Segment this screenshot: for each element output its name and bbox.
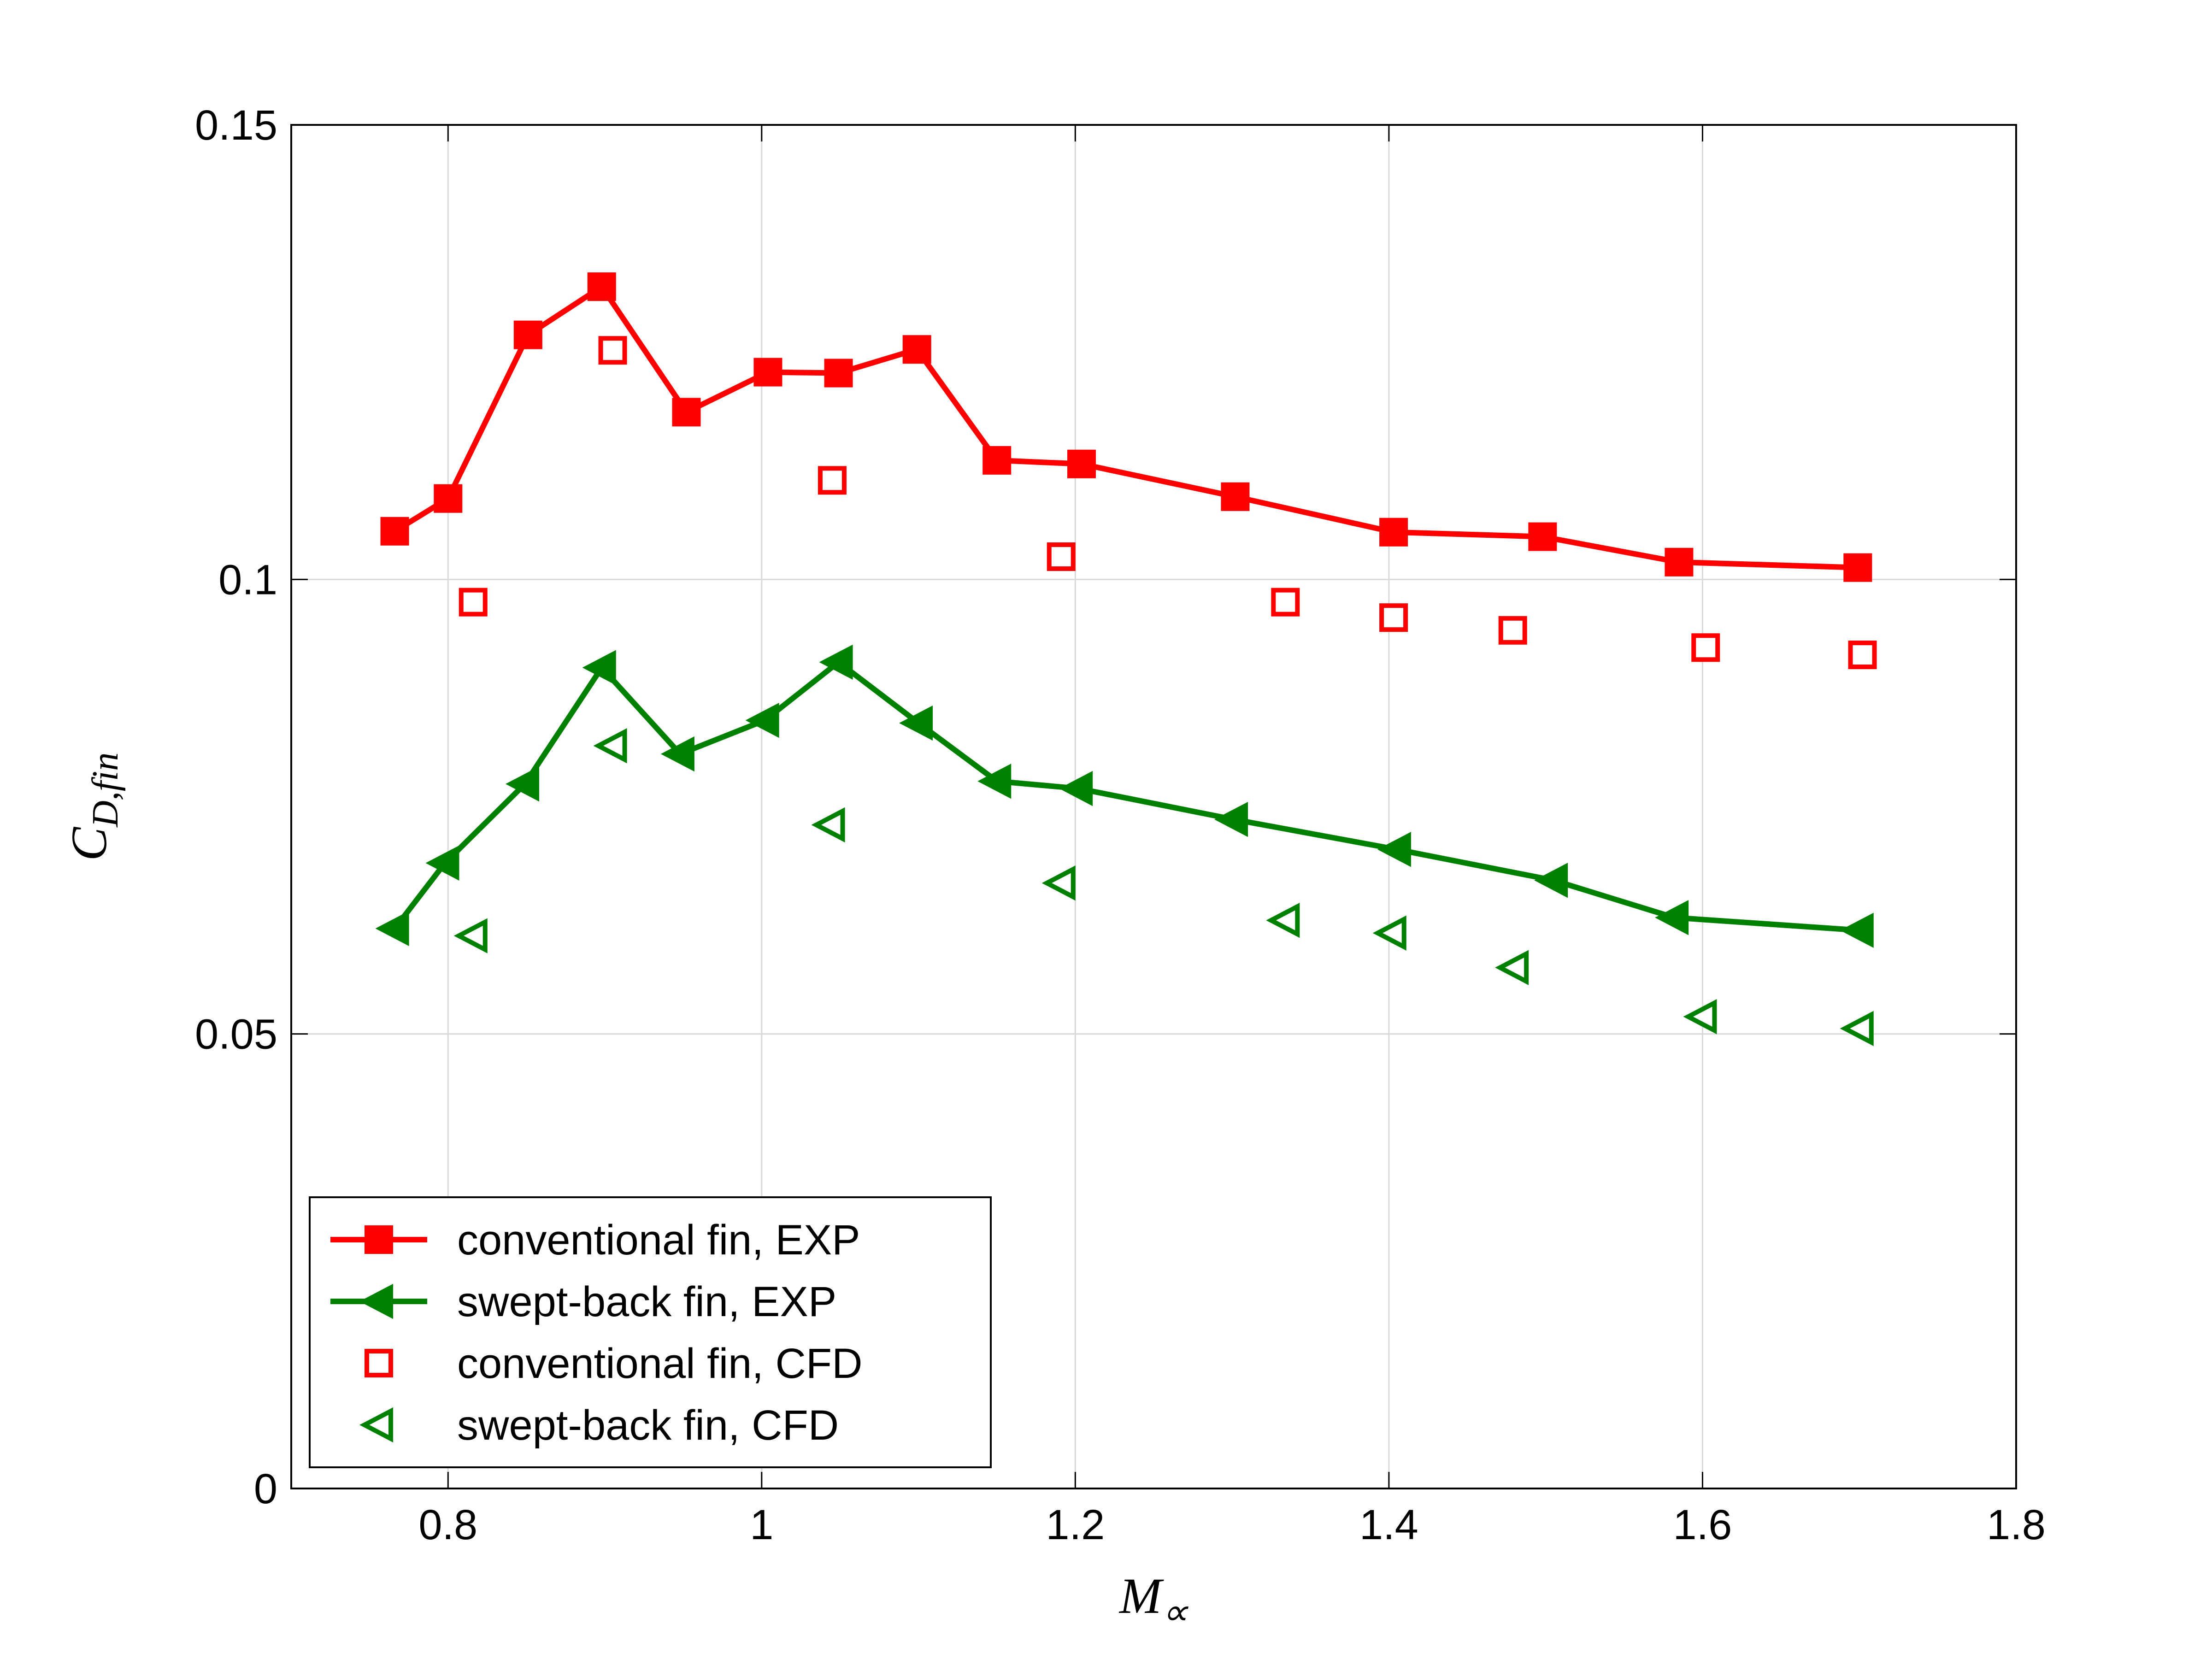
marker: [1848, 641, 1877, 670]
marker: [1534, 863, 1568, 898]
x-tick-label: 1.6: [1673, 1501, 1732, 1548]
marker: [1379, 518, 1408, 547]
marker: [1843, 553, 1872, 582]
y-tick-label: 0.1: [218, 556, 277, 603]
y-tick-label: 0.05: [195, 1011, 277, 1058]
legend-label: conventional fin, EXP: [457, 1217, 860, 1264]
marker: [425, 845, 459, 881]
marker: [1059, 771, 1093, 806]
legend-marker: [359, 1407, 393, 1443]
marker: [1691, 633, 1720, 662]
marker: [582, 650, 616, 685]
marker: [1214, 801, 1248, 837]
legend-marker: [365, 1349, 393, 1377]
x-tick-label: 0.8: [418, 1501, 477, 1548]
marker: [1271, 588, 1300, 617]
y-axis-label-main: C: [61, 826, 117, 861]
marker: [899, 705, 933, 741]
marker: [824, 359, 853, 388]
legend-marker: [365, 1225, 393, 1254]
marker: [1840, 912, 1874, 948]
marker: [587, 272, 616, 301]
marker: [660, 736, 694, 772]
marker: [598, 336, 627, 365]
marker: [1665, 547, 1694, 577]
marker: [593, 728, 627, 764]
marker: [1067, 449, 1096, 478]
marker: [513, 320, 542, 349]
legend-label: swept-back fin, EXP: [457, 1278, 836, 1325]
marker: [1221, 482, 1250, 511]
marker: [1377, 832, 1411, 867]
marker: [1498, 616, 1527, 645]
marker: [1379, 603, 1408, 632]
marker: [753, 358, 782, 387]
marker: [745, 702, 779, 738]
marker: [380, 517, 409, 546]
marker: [506, 766, 540, 802]
marker: [1840, 1011, 1874, 1046]
marker: [1528, 522, 1557, 551]
plot-frame: [290, 124, 2017, 1489]
marker: [902, 335, 931, 364]
marker: [819, 644, 853, 680]
legend-marker: [359, 1283, 393, 1319]
marker: [672, 398, 701, 427]
marker: [375, 911, 409, 946]
marker: [1495, 950, 1529, 985]
marker: [1041, 865, 1076, 901]
marker: [982, 446, 1012, 475]
marker: [453, 918, 488, 953]
marker: [811, 807, 845, 843]
legend-label: conventional fin, CFD: [457, 1340, 863, 1387]
y-axis-label: CD,fin: [61, 753, 126, 861]
y-tick-label: 0.15: [195, 102, 277, 149]
x-tick-label: 1.2: [1046, 1501, 1105, 1548]
marker: [1372, 915, 1406, 951]
marker: [818, 466, 847, 495]
marker: [459, 588, 488, 617]
y-axis-label-group: CD,fin: [61, 753, 126, 861]
x-axis-label-sub: ∝: [1162, 1592, 1189, 1633]
x-axis-label-main: M: [1118, 1568, 1164, 1624]
x-tick-label: 1.8: [1987, 1501, 2046, 1548]
x-tick-label: 1.4: [1359, 1501, 1418, 1548]
y-axis-label-sub: D,fin: [85, 753, 126, 828]
x-tick-label: 1: [750, 1501, 773, 1548]
x-axis-label: M∝: [1118, 1568, 1189, 1633]
marker: [1683, 999, 1717, 1035]
y-tick-label: 0: [254, 1465, 277, 1512]
marker: [434, 484, 463, 513]
marker: [1047, 542, 1076, 571]
marker: [977, 764, 1012, 799]
marker: [1266, 902, 1300, 938]
marker: [1655, 900, 1689, 935]
legend-label: swept-back fin, CFD: [457, 1402, 839, 1449]
